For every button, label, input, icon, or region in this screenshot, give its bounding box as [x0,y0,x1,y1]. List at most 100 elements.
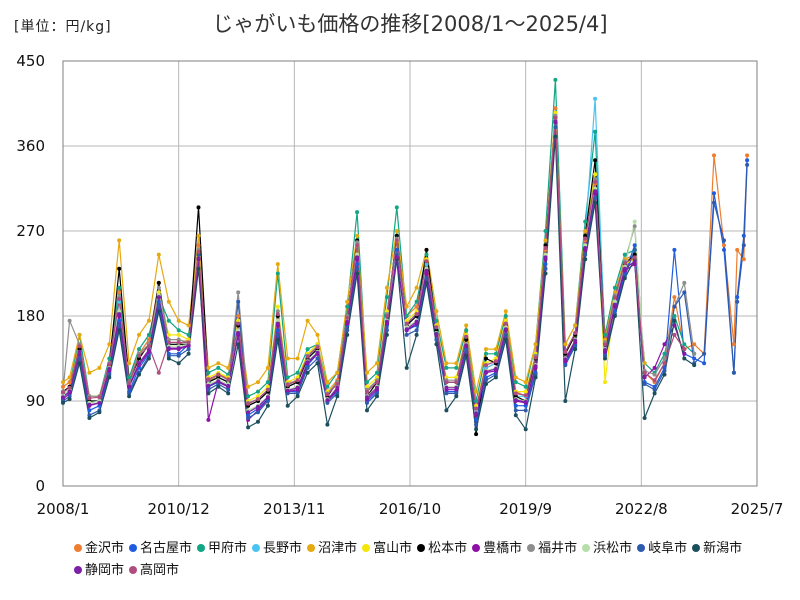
data-point [593,129,598,134]
data-point [583,229,588,233]
data-point [513,375,518,380]
data-point [295,394,300,399]
data-point [166,340,171,345]
data-point [543,266,548,271]
data-point [97,410,102,415]
legend-swatch [74,566,82,574]
data-point [325,392,330,397]
data-point [493,366,498,371]
data-point [414,328,419,333]
legend-item: 松本市 [417,538,467,560]
data-point [345,328,350,333]
data-point [414,332,419,337]
data-point [117,309,122,314]
data-point [414,309,419,314]
data-point [583,257,588,262]
data-point [543,238,548,243]
data-point [603,332,607,337]
data-point [335,394,340,399]
data-point [67,397,72,402]
data-point [583,236,588,241]
data-point [632,252,637,257]
data-point [464,353,469,358]
data-point [216,361,221,366]
data-point [265,399,270,403]
data-point [87,370,92,375]
data-point [394,247,399,252]
data-point [444,380,449,385]
data-point [117,328,122,333]
data-point [87,408,92,413]
data-point [563,349,568,354]
data-point [503,318,508,323]
data-point [563,399,568,403]
legend-item: 名古屋市 [129,538,192,560]
data-point [384,319,389,324]
data-point [692,356,697,361]
data-point [295,378,300,383]
data-point [315,356,320,361]
data-point [513,408,518,413]
series-line [62,117,685,410]
data-point [523,427,528,432]
data-point [236,290,241,295]
data-point [365,389,369,394]
data-point [285,356,290,361]
data-point [325,400,330,405]
data-point [246,384,251,389]
data-point [365,408,369,413]
data-point [246,410,251,415]
legend-swatch [307,544,316,552]
data-point [206,391,211,396]
data-point [702,351,707,356]
data-point [275,337,280,342]
data-point [196,266,201,271]
legend-label: 長野市 [263,541,303,556]
data-point [146,344,151,349]
data-point [137,356,141,361]
data-point [424,252,429,257]
data-point [593,179,598,184]
data-point [672,314,677,318]
data-point [375,375,379,380]
data-point [682,351,687,356]
data-point [464,343,469,348]
data-point [503,332,508,337]
legend-item: 甲府市 [197,538,247,560]
data-point [741,243,746,248]
data-point [226,365,231,370]
data-point [137,365,141,370]
data-point [474,432,479,437]
data-point [523,399,528,404]
data-point [503,309,508,314]
data-point [265,384,270,389]
legend-item: 浜松市 [582,538,632,560]
data-point [305,360,310,365]
data-point [107,375,112,380]
data-point [612,302,617,307]
data-point [394,205,399,210]
data-point [87,413,92,418]
data-point [404,332,409,337]
data-point [216,375,221,380]
legend-item: 沼津市 [307,538,357,560]
data-point [265,403,270,408]
data-point [305,365,310,370]
data-point [454,380,459,385]
data-point [444,365,449,370]
data-point [662,368,667,373]
data-point [315,361,320,366]
data-point [632,262,637,267]
data-point [543,255,548,260]
data-point [77,349,82,354]
data-point [573,344,578,349]
data-point [295,375,300,380]
data-point [444,391,449,396]
data-point [672,247,677,252]
data-point [533,372,538,377]
data-point [523,380,528,385]
data-point [484,365,488,370]
data-point [434,328,439,333]
data-point [424,268,429,273]
data-point [404,314,409,318]
